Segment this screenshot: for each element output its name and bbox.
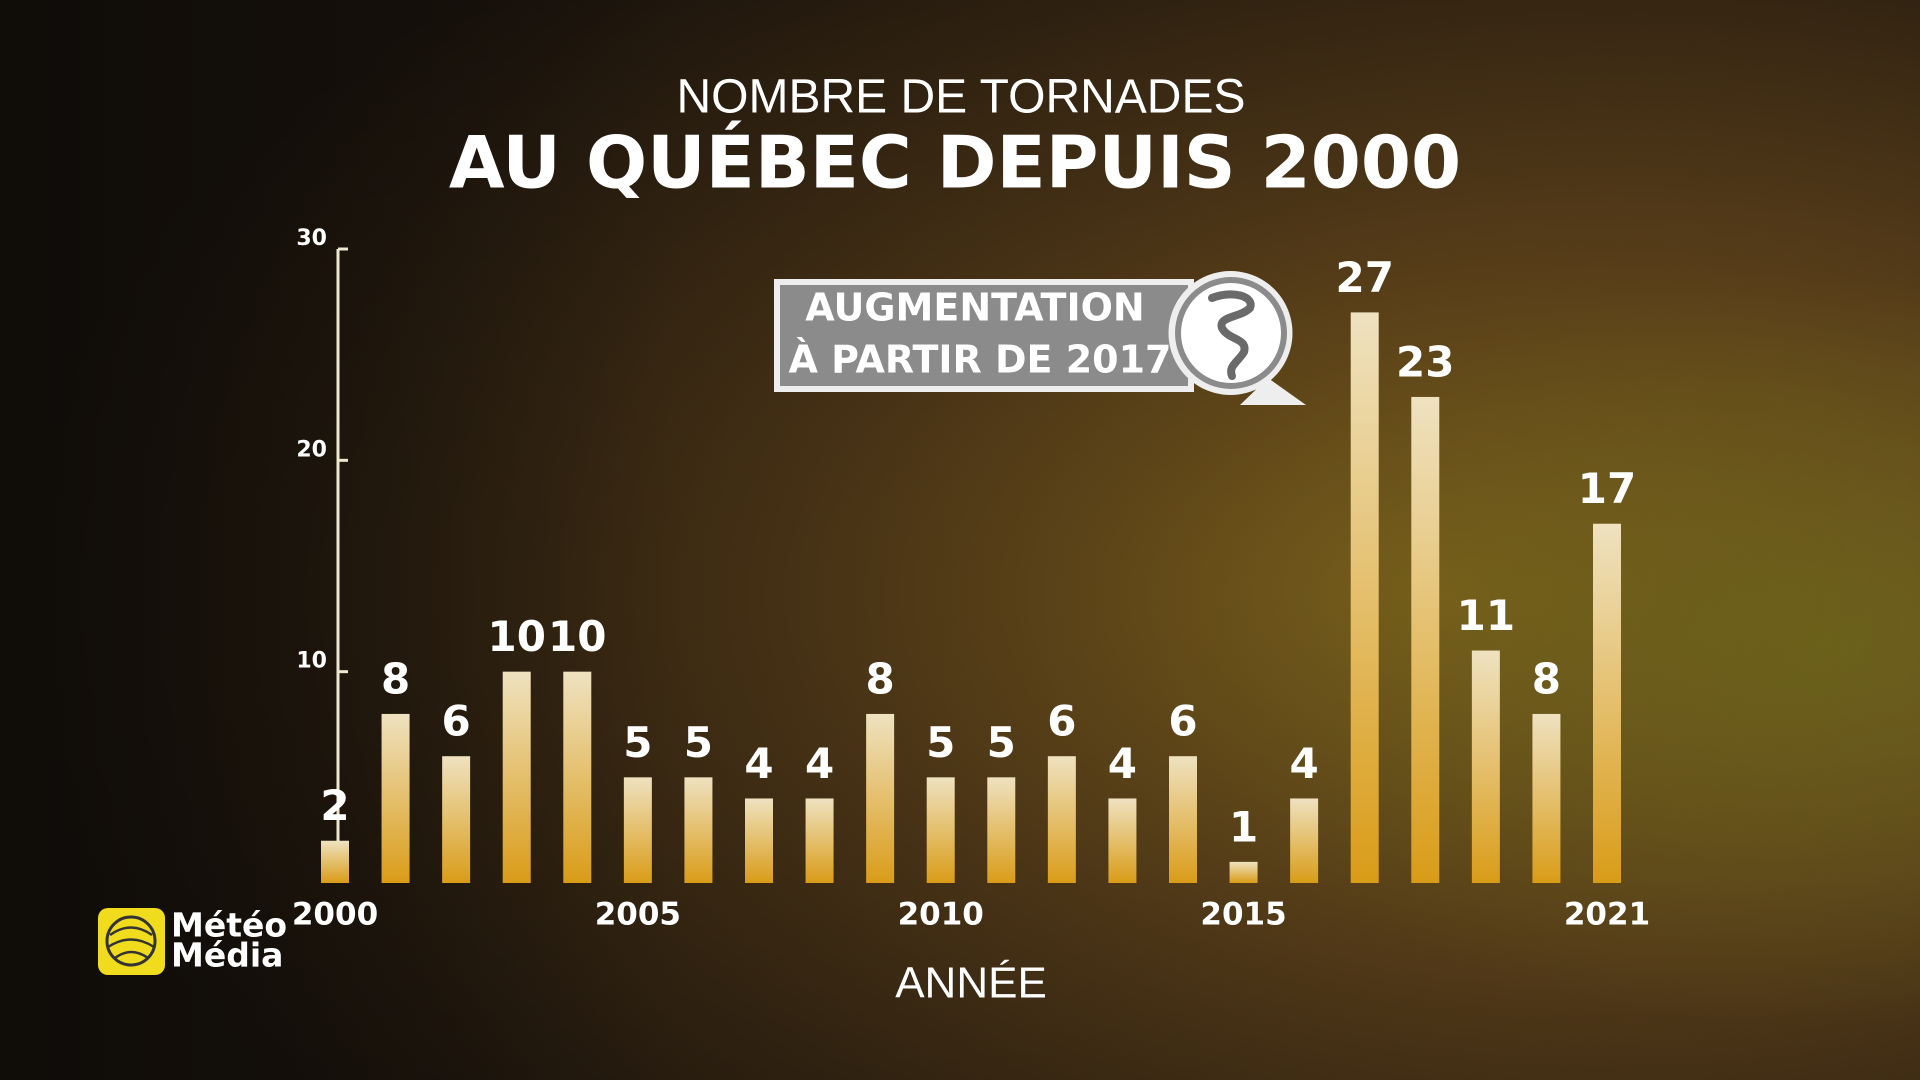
value-label: 17 — [1578, 464, 1636, 513]
bar — [381, 713, 410, 883]
annotation-text: À PARTIR DE 2017 — [788, 338, 1171, 382]
logo: Météo Média — [98, 906, 287, 975]
value-label: 5 — [684, 718, 713, 767]
bar — [1471, 650, 1500, 883]
bar — [926, 777, 955, 883]
value-label: 8 — [381, 654, 410, 703]
bar — [987, 777, 1016, 883]
bar — [684, 777, 713, 883]
tornado-icon — [1208, 290, 1255, 380]
bar — [1532, 713, 1561, 883]
annotation-text: AUGMENTATION — [805, 286, 1144, 330]
bar — [745, 798, 773, 883]
logo-text: Média — [171, 936, 283, 975]
x-tick-label: 2021 — [1564, 897, 1650, 933]
x-tick-label: 2005 — [595, 897, 681, 933]
x-tick-label: 2015 — [1200, 897, 1286, 933]
bar — [563, 671, 592, 883]
bar — [1047, 756, 1076, 883]
bar — [502, 671, 531, 883]
bar — [321, 840, 349, 883]
bar — [1593, 523, 1621, 883]
value-label: 5 — [623, 718, 652, 767]
value-label: 4 — [1290, 739, 1319, 788]
y-tick-label: 30 — [296, 226, 327, 251]
logo-lines — [107, 926, 155, 960]
annotation-box — [780, 285, 1188, 386]
bar — [623, 777, 652, 883]
value-label: 6 — [1047, 697, 1076, 746]
value-label: 10 — [548, 612, 606, 661]
annotation: AUGMENTATION À PARTIR DE 2017 — [774, 271, 1306, 405]
value-label: 10 — [487, 612, 545, 661]
chart-subtitle: AU QUÉBEC DEPUIS 2000 — [449, 121, 1461, 205]
value-label: 8 — [1532, 654, 1561, 703]
value-label: 2 — [320, 781, 349, 830]
y-tick-label: 10 — [296, 649, 327, 674]
bar — [442, 756, 471, 883]
bar — [1411, 396, 1440, 883]
value-label: 11 — [1457, 591, 1515, 640]
bar — [866, 713, 895, 883]
logo-text: Météo — [171, 906, 287, 945]
value-label: 4 — [1108, 739, 1137, 788]
bar — [1290, 798, 1319, 883]
x-tick-label: 2010 — [898, 897, 984, 933]
value-label: 6 — [1168, 697, 1197, 746]
value-label: 23 — [1396, 337, 1454, 386]
value-label: 1 — [1229, 802, 1258, 851]
value-label: 27 — [1335, 253, 1393, 302]
value-label: 8 — [866, 654, 895, 703]
value-label: 5 — [926, 718, 955, 767]
value-label: 4 — [805, 739, 834, 788]
bar — [1350, 312, 1379, 883]
chart-title: NOMBRE DE TORNADES — [677, 71, 1246, 124]
bar — [1108, 798, 1137, 883]
value-label: 6 — [442, 697, 471, 746]
x-axis-label: ANNÉE — [895, 959, 1047, 1008]
logo-globe — [105, 915, 157, 967]
value-label: 4 — [744, 739, 773, 788]
bar — [1229, 861, 1258, 883]
bar — [1169, 756, 1197, 883]
x-tick-label: 2000 — [292, 897, 378, 933]
value-label: 5 — [987, 718, 1016, 767]
y-tick-label: 20 — [296, 437, 327, 462]
bar — [805, 798, 834, 883]
